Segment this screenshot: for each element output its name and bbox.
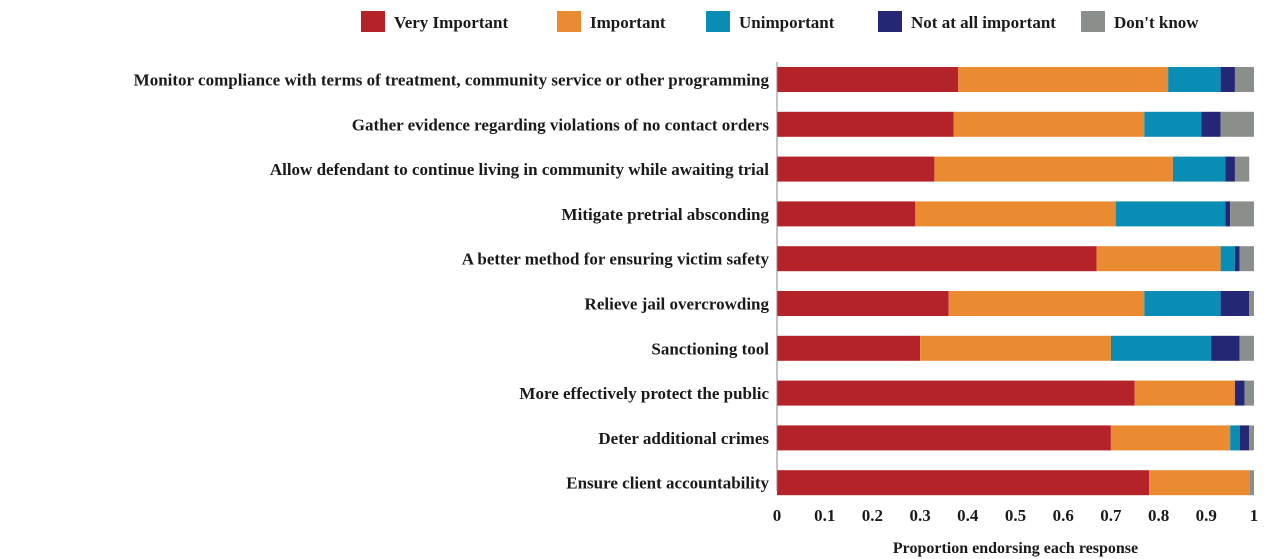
bar-segment-important (1096, 246, 1221, 272)
chart-bars (777, 67, 1254, 496)
legend-label-important: Important (590, 13, 666, 32)
bar-segment-important (1134, 380, 1235, 406)
bar-segment-don-t-know (1230, 201, 1254, 227)
category-label: Gather evidence regarding violations of … (352, 115, 770, 134)
bar-segment-unimportant (1110, 335, 1212, 361)
bar-segment-very-important (777, 67, 959, 92)
bar-segment-important (953, 111, 1145, 137)
bar-segment-very-important (777, 470, 1150, 496)
bar-segment-not-at-all-important (1225, 156, 1235, 182)
x-axis: 0 0.1 0.2 0.3 0.4 0.5 0.6 0.7 0.8 0.9 1 (773, 62, 1259, 525)
bar-segment-important (1110, 425, 1231, 451)
category-label: Allow defendant to continue living in co… (270, 160, 769, 179)
bar-segment-don-t-know (1249, 425, 1254, 451)
x-tick-label: 0.3 (909, 506, 930, 525)
bar-segment-very-important (777, 111, 954, 137)
bar-segment-not-at-all-important (1220, 67, 1235, 92)
bar-segment-very-important (777, 156, 935, 182)
category-label: Mitigate pretrial absconding (562, 205, 770, 224)
category-labels: Monitor compliance with terms of treatme… (134, 71, 770, 493)
bar-segment-important (915, 201, 1116, 227)
bar-segment-very-important (777, 291, 949, 316)
bar-segment-not-at-all-important (1234, 246, 1240, 272)
bar-segment-very-important (777, 380, 1135, 406)
bar-segment-unimportant (1144, 291, 1221, 316)
x-tick-label: 0.5 (1005, 506, 1026, 525)
category-label: Monitor compliance with terms of treatme… (134, 71, 770, 90)
x-tick-label: 0 (773, 506, 782, 525)
bar-segment-unimportant (1144, 111, 1202, 137)
bar-segment-don-t-know (1249, 291, 1254, 316)
bar-segment-unimportant (1230, 425, 1240, 451)
bar-segment-don-t-know (1244, 380, 1254, 406)
category-label: Sanctioning tool (651, 339, 769, 358)
legend-label-unimportant: Unimportant (739, 13, 835, 32)
legend-swatch-not-at-all-important (878, 11, 902, 32)
category-label: A better method for ensuring victim safe… (462, 250, 770, 269)
bar-segment-don-t-know (1234, 67, 1254, 92)
bar-segment-important (958, 67, 1169, 92)
bar-segment-don-t-know (1239, 246, 1254, 272)
legend-label-not-at-all-important: Not at all important (911, 13, 1056, 32)
bar-segment-important (1149, 470, 1250, 496)
legend-label-very-important: Very Important (394, 13, 508, 32)
bar-segment-very-important (777, 335, 921, 361)
legend-swatch-don-t-know (1081, 11, 1105, 32)
x-tick-label: 1 (1250, 506, 1259, 525)
category-label: Deter additional crimes (598, 429, 769, 448)
bar-segment-very-important (777, 201, 916, 227)
bar-segment-don-t-know (1239, 335, 1254, 361)
legend-label-don-t-know: Don't know (1114, 13, 1199, 32)
legend-swatch-unimportant (706, 11, 730, 32)
chart-legend: Very Important Important Unimportant Not at… (361, 11, 1199, 32)
x-tick-label: 0.7 (1100, 506, 1122, 525)
bar-segment-unimportant (1220, 246, 1235, 272)
bar-segment-important (920, 335, 1111, 361)
x-tick-label: 0.9 (1196, 506, 1217, 525)
bar-segment-important (948, 291, 1145, 316)
bar-segment-unimportant (1115, 201, 1226, 227)
bar-segment-don-t-know (1220, 111, 1254, 137)
bar-segment-not-at-all-important (1211, 335, 1240, 361)
legend-swatch-important (557, 11, 581, 32)
category-label: Relieve jail overcrowding (585, 295, 770, 314)
legend-swatch-very-important (361, 11, 385, 32)
x-axis-title: Proportion endorsing each response (893, 540, 1138, 557)
bar-segment-not-at-all-important (1225, 201, 1231, 227)
bar-segment-don-t-know (1234, 156, 1250, 182)
bar-segment-unimportant (1172, 156, 1226, 182)
bar-segment-unimportant (1168, 67, 1221, 92)
bar-segment-not-at-all-important (1201, 111, 1221, 137)
x-tick-label: 0.6 (1053, 506, 1074, 525)
x-tick-label: 0.8 (1148, 506, 1169, 525)
bar-segment-very-important (777, 425, 1111, 451)
bar-segment-not-at-all-important (1234, 380, 1245, 406)
category-label: More effectively protect the public (519, 384, 769, 403)
x-tick-label: 0.1 (814, 506, 835, 525)
x-tick-label: 0.4 (957, 506, 979, 525)
category-label: Ensure client accountability (566, 474, 769, 493)
bar-segment-important (934, 156, 1173, 182)
bar-segment-not-at-all-important (1220, 291, 1250, 316)
bar-segment-don-t-know (1249, 470, 1254, 496)
x-tick-label: 0.2 (862, 506, 883, 525)
bar-segment-very-important (777, 246, 1097, 272)
bar-segment-not-at-all-important (1239, 425, 1250, 451)
